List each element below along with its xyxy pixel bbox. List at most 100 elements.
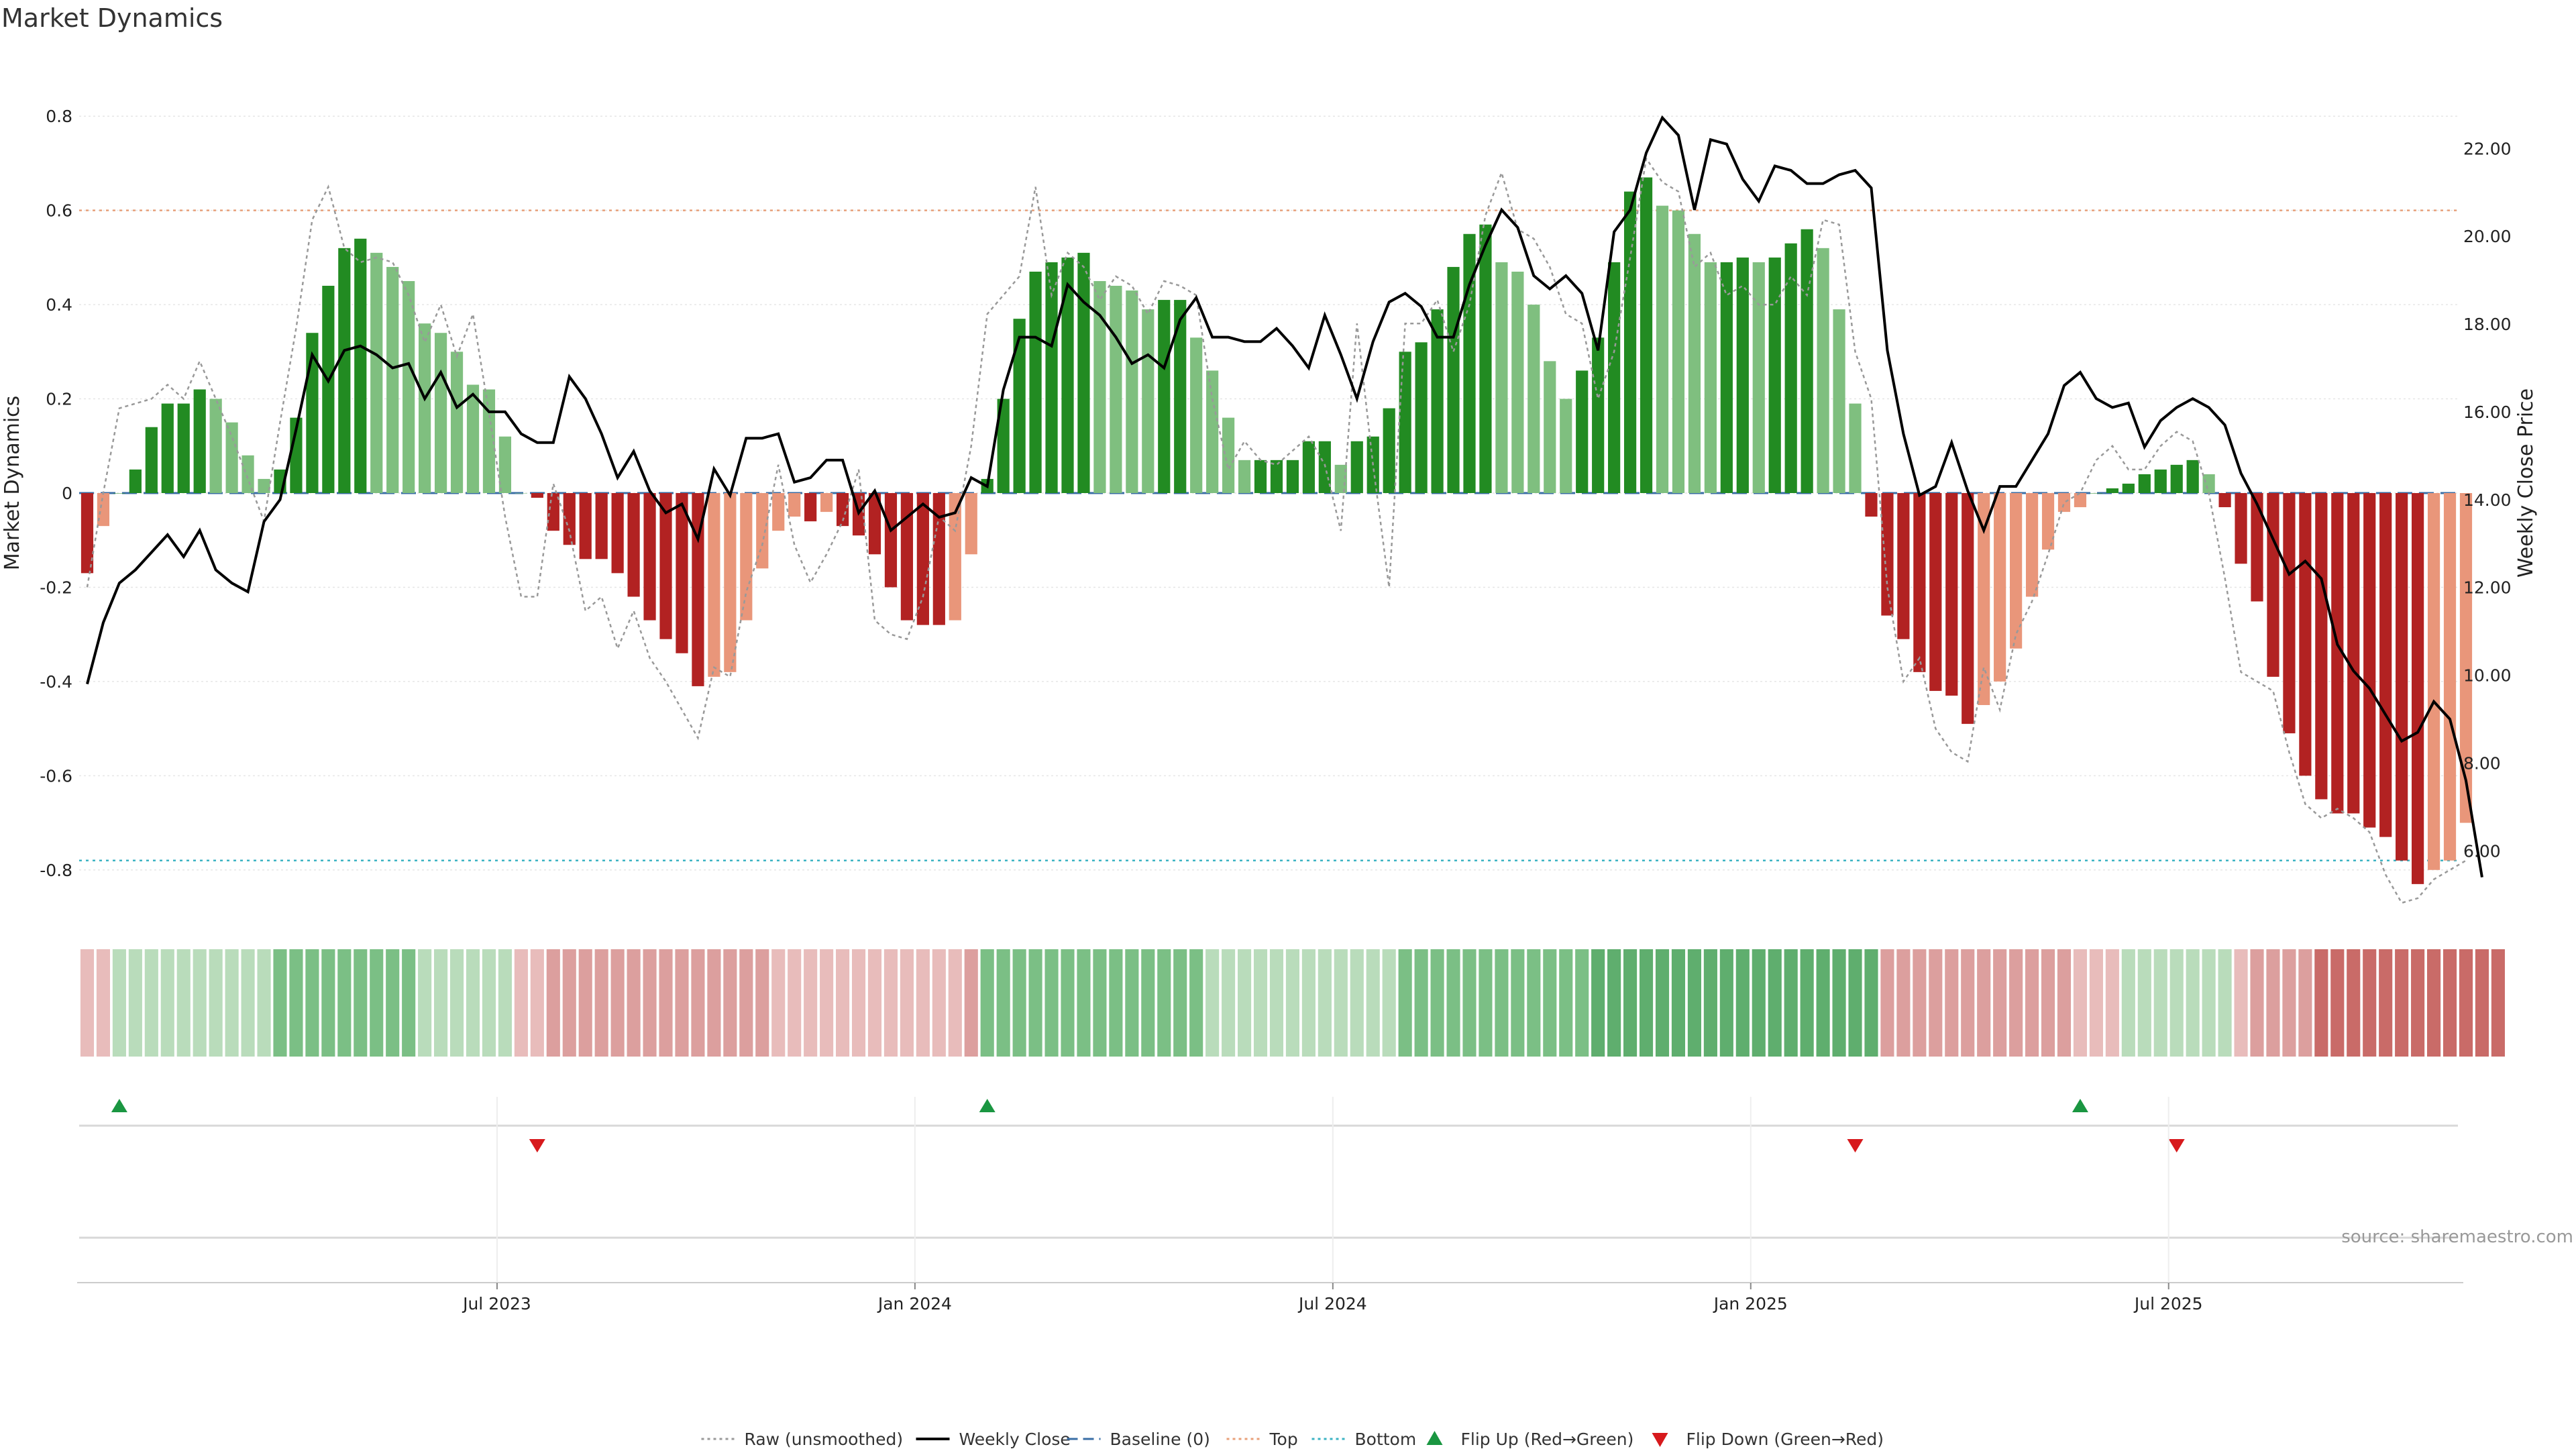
- dynamics-bar: [1881, 493, 1894, 616]
- regime-cell: [1269, 949, 1284, 1057]
- dynamics-bar: [708, 493, 720, 677]
- dynamics-bar: [2218, 493, 2231, 508]
- regime-cell: [932, 949, 946, 1057]
- regime-cell: [2250, 949, 2264, 1057]
- dynamics-bar: [80, 493, 94, 574]
- left-tick-label: 0.2: [46, 390, 72, 409]
- legend-label: Baseline (0): [1110, 1430, 1210, 1449]
- dynamics-bar: [1142, 309, 1155, 493]
- regime-cell: [851, 949, 866, 1057]
- regime-cell: [1800, 949, 1814, 1057]
- dynamics-bar: [419, 323, 431, 493]
- legend-item: Top: [1226, 1430, 1298, 1449]
- dynamics-bar: [1736, 257, 1749, 493]
- regime-cell: [1655, 949, 1670, 1057]
- regime-cell: [2089, 949, 2103, 1057]
- regime-cell: [594, 949, 608, 1057]
- dynamics-bar: [129, 469, 142, 493]
- regime-cell: [1253, 949, 1268, 1057]
- regime-cell: [2025, 949, 2039, 1057]
- dynamics-bar: [466, 384, 480, 493]
- regime-cell: [675, 949, 689, 1057]
- chart-title: Market Dynamics: [1, 3, 223, 33]
- dynamics-bar: [1254, 460, 1267, 493]
- regime-cell: [370, 949, 384, 1057]
- regime-cell: [2137, 949, 2151, 1057]
- regime-cell: [1173, 949, 1187, 1057]
- dynamics-bar: [1672, 210, 1685, 493]
- legend-label: Raw (unsmoothed): [745, 1430, 904, 1449]
- dynamics-bar: [370, 252, 383, 493]
- dynamics-bar: [884, 493, 898, 588]
- regime-cell: [1093, 949, 1107, 1057]
- flip-up-marker: [979, 1099, 996, 1112]
- dynamics-bar: [1784, 243, 1797, 493]
- regime-cell: [144, 949, 158, 1057]
- weekly-close-line: [86, 115, 2483, 877]
- legend-item: Flip Up (Red→Green): [1426, 1430, 1633, 1449]
- regime-cell: [1575, 949, 1589, 1057]
- regime-cell: [1044, 949, 1059, 1057]
- regime-cell: [948, 949, 962, 1057]
- dynamics-bar: [2379, 493, 2392, 837]
- dynamics-bar: [1527, 305, 1540, 493]
- left-tick-label: 0.8: [46, 107, 72, 126]
- flip-up-marker: [2072, 1099, 2088, 1112]
- dynamics-bar: [209, 398, 222, 493]
- flip-markers: [79, 1099, 2458, 1239]
- regime-cell: [80, 949, 95, 1057]
- dynamics-bar: [2251, 493, 2263, 602]
- regime-cell: [1832, 949, 1846, 1057]
- dynamics-bar: [1190, 337, 1203, 493]
- dynamics-bar: [1415, 342, 1428, 493]
- dynamics-bar: [1704, 262, 1717, 493]
- left-tick-label: -0.8: [40, 861, 72, 880]
- dynamics-bar: [515, 493, 527, 494]
- regime-cell: [2041, 949, 2055, 1057]
- regime-cell: [788, 949, 802, 1057]
- dynamics-bar: [2396, 493, 2408, 861]
- dynamics-bar: [1511, 271, 1524, 493]
- regime-cell: [1671, 949, 1686, 1057]
- regime-strip: [80, 949, 2505, 1057]
- regime-cell: [546, 949, 560, 1057]
- regime-cell: [1462, 949, 1477, 1057]
- regime-cell: [2459, 949, 2473, 1057]
- dynamics-bar: [1592, 337, 1605, 493]
- series-lines: [86, 115, 2483, 904]
- dynamics-bar: [1640, 177, 1653, 493]
- regime-cell: [1591, 949, 1605, 1057]
- dynamics-bar: [2411, 493, 2424, 884]
- dynamics-bar: [1897, 493, 1910, 639]
- regime-cell: [160, 949, 174, 1057]
- dynamics-bar: [434, 333, 447, 493]
- regime-cell: [2491, 949, 2505, 1057]
- dynamics-bar: [949, 493, 961, 621]
- dynamics-bar: [1913, 493, 1926, 672]
- dynamics-bar: [2010, 493, 2023, 649]
- dynamics-bar: [804, 493, 817, 522]
- regime-cell: [354, 949, 368, 1057]
- dynamics-bar: [241, 455, 254, 493]
- dynamics-bar: [1849, 403, 1862, 493]
- regime-cell: [1896, 949, 1911, 1057]
- dynamics-bar: [1544, 361, 1556, 493]
- legend-item: Flip Down (Green→Red): [1652, 1430, 1884, 1449]
- regime-cell: [1495, 949, 1509, 1057]
- dynamics-bar: [740, 493, 753, 621]
- dynamics-bar: [2283, 493, 2296, 734]
- dynamics-bar: [2315, 493, 2328, 800]
- regime-cell: [1977, 949, 1991, 1057]
- regime-cell: [1157, 949, 1171, 1057]
- regime-cell: [707, 949, 721, 1057]
- regime-cell: [1607, 949, 1621, 1057]
- flip-down-marker: [529, 1139, 545, 1152]
- dynamics-bar: [290, 417, 303, 493]
- regime-cell: [836, 949, 850, 1057]
- dynamics-bar: [2299, 493, 2312, 776]
- regime-cell: [1752, 949, 1766, 1057]
- regime-cell: [1880, 949, 1894, 1057]
- regime-cell: [1913, 949, 1927, 1057]
- regime-cell: [1382, 949, 1396, 1057]
- regime-cell: [1414, 949, 1428, 1057]
